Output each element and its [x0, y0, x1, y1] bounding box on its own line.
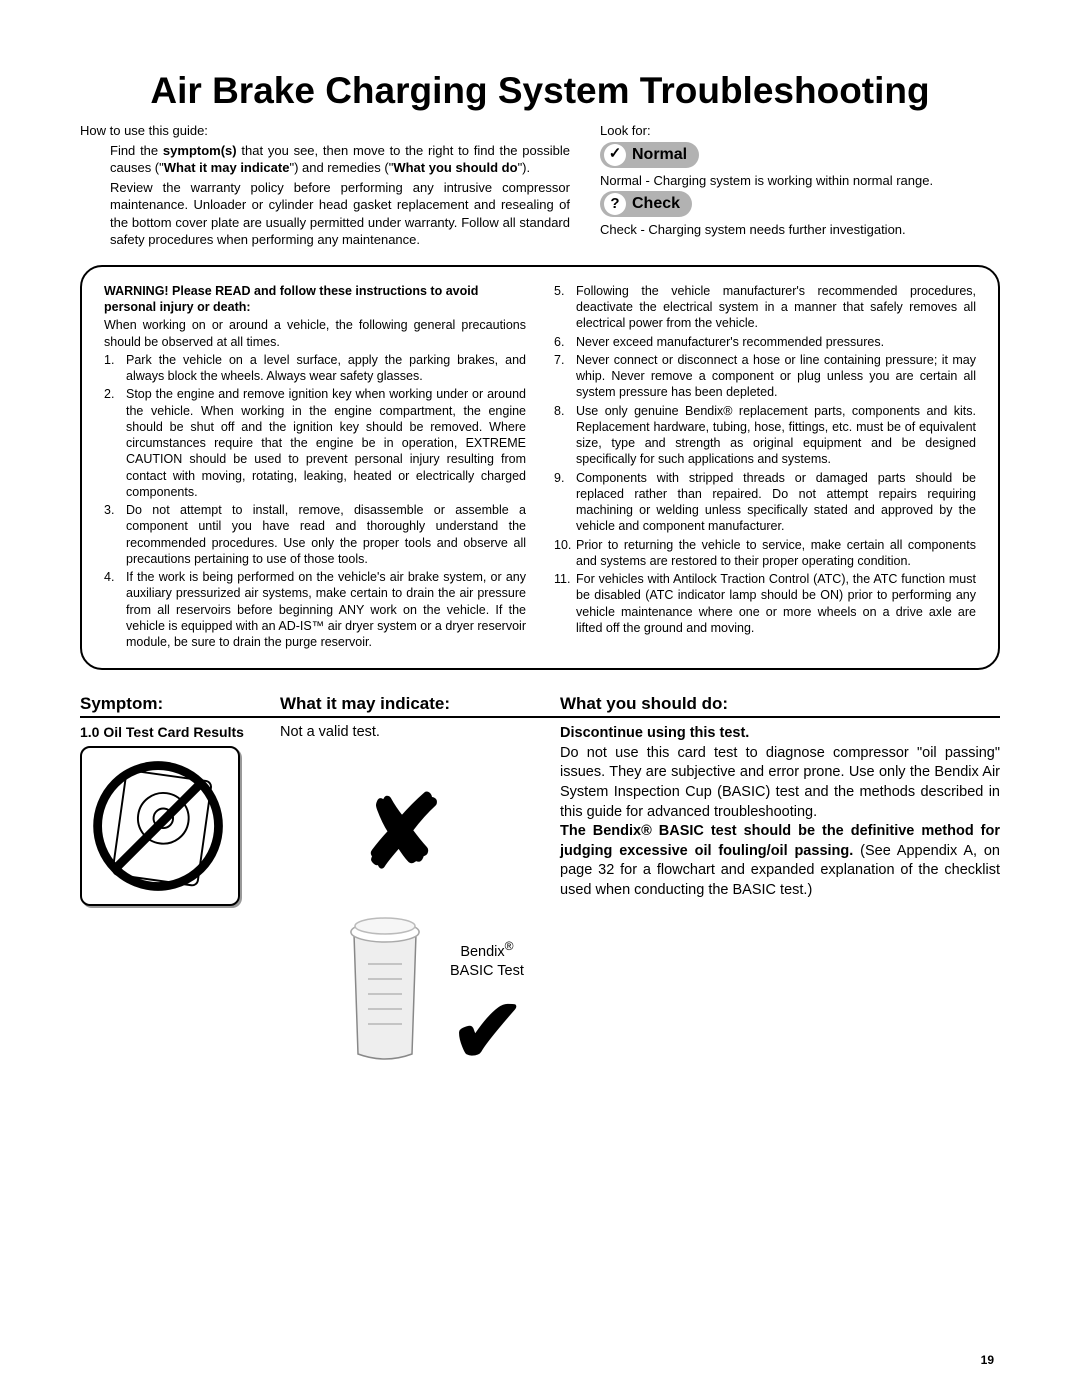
warn-text: Park the vehicle on a level surface, app…: [126, 352, 526, 385]
warn-item: 2.Stop the engine and remove ignition ke…: [104, 386, 526, 500]
cell-indicate: Not a valid test. ✘ Bendix®BASIC Test ✔: [280, 724, 560, 906]
warn-num: 11.: [554, 571, 576, 636]
warn-item: 8.Use only genuine Bendix® replacement p…: [554, 403, 976, 468]
t: symptom(s): [163, 143, 237, 158]
warn-num: 9.: [554, 470, 576, 535]
do-b1: Discontinue using this test.: [560, 725, 749, 741]
warn-text: Do not attempt to install, remove, disas…: [126, 502, 526, 567]
bendix-label: Bendix®BASIC Test: [450, 939, 524, 981]
howto-label: How to use this guide:: [80, 122, 570, 140]
lookfor-label: Look for:: [600, 122, 1000, 140]
x-icon: ✘: [360, 774, 444, 891]
intro-section: How to use this guide: Find the symptom(…: [80, 122, 1000, 251]
warn-item: 9.Components with stripped threads or da…: [554, 470, 976, 535]
warn-item: 6.Never exceed manufacturer's recommende…: [554, 334, 976, 350]
warn-text: Following the vehicle manufacturer's rec…: [576, 283, 976, 332]
do-p1: Do not use this card test to diagnose co…: [560, 745, 1000, 820]
th-indicate: What it may indicate:: [280, 694, 560, 714]
check-icon: ✔: [450, 979, 525, 1084]
warn-item: 5.Following the vehicle manufacturer's r…: [554, 283, 976, 332]
symptom-text: 1.0 Oil Test Card Results: [80, 724, 244, 740]
normal-label: Normal: [632, 144, 687, 166]
warn-item: 4.If the work is being performed on the …: [104, 569, 526, 650]
warn-text: Use only genuine Bendix® replacement par…: [576, 403, 976, 468]
warn-text: For vehicles with Antilock Traction Cont…: [576, 571, 976, 636]
t: What you should do: [393, 160, 517, 175]
no-card-icon: [80, 746, 240, 906]
warn-num: 3.: [104, 502, 126, 567]
warn-item: 10.Prior to returning the vehicle to ser…: [554, 537, 976, 570]
question-icon: ?: [604, 193, 626, 215]
warn-pre: When working on or around a vehicle, the…: [104, 317, 526, 350]
warn-item: 11.For vehicles with Antilock Traction C…: [554, 571, 976, 636]
warn-num: 2.: [104, 386, 126, 500]
warn-item: 3.Do not attempt to install, remove, dis…: [104, 502, 526, 567]
normal-text: Normal - Charging system is working with…: [600, 172, 1000, 190]
warn-num: 10.: [554, 537, 576, 570]
check-icon: ✓: [604, 144, 626, 166]
warn-text: Never connect or disconnect a hose or li…: [576, 352, 976, 401]
th-symptom: Symptom:: [80, 694, 280, 714]
th-do: What you should do:: [560, 694, 1000, 714]
warn-text: Prior to returning the vehicle to servic…: [576, 537, 976, 570]
warn-num: 6.: [554, 334, 576, 350]
t: ") and remedies (": [289, 160, 393, 175]
cup-icon: [340, 914, 430, 1064]
t: What it may indicate: [164, 160, 290, 175]
warn-text: Never exceed manufacturer's recommended …: [576, 334, 976, 350]
warn-col-right: 5.Following the vehicle manufacturer's r…: [554, 283, 976, 653]
check-badge: ? Check: [600, 191, 692, 217]
warn-num: 7.: [554, 352, 576, 401]
check-text: Check - Charging system needs further in…: [600, 221, 1000, 239]
cell-do: Discontinue using this test. Do not use …: [560, 724, 1000, 906]
warn-header: WARNING! Please READ and follow these in…: [104, 283, 526, 316]
warn-col-left: WARNING! Please READ and follow these in…: [104, 283, 526, 653]
warning-box: WARNING! Please READ and follow these in…: [80, 265, 1000, 671]
warn-num: 1.: [104, 352, 126, 385]
warn-num: 5.: [554, 283, 576, 332]
indicate-text: Not a valid test.: [280, 724, 380, 740]
page-number: 19: [981, 1353, 994, 1367]
normal-badge: ✓ Normal: [600, 142, 699, 168]
warn-item: 7.Never connect or disconnect a hose or …: [554, 352, 976, 401]
t: ").: [518, 160, 531, 175]
warn-num: 4.: [104, 569, 126, 650]
warn-item: 1.Park the vehicle on a level surface, a…: [104, 352, 526, 385]
intro-right: Look for: ✓ Normal Normal - Charging sys…: [600, 122, 1000, 251]
t: Find the: [110, 143, 163, 158]
cell-symptom: 1.0 Oil Test Card Results: [80, 724, 280, 906]
intro-para-1: Find the symptom(s) that you see, then m…: [80, 142, 570, 177]
warn-text: Stop the engine and remove ignition key …: [126, 386, 526, 500]
intro-para-2: Review the warranty policy before perfor…: [80, 179, 570, 249]
warn-text: If the work is being performed on the ve…: [126, 569, 526, 650]
warn-num: 8.: [554, 403, 576, 468]
table-row: 1.0 Oil Test Card Results Not a valid te…: [80, 724, 1000, 906]
page-title: Air Brake Charging System Troubleshootin…: [80, 70, 1000, 112]
intro-left: How to use this guide: Find the symptom(…: [80, 122, 570, 251]
table-header: Symptom: What it may indicate: What you …: [80, 694, 1000, 718]
warn-text: Components with stripped threads or dama…: [576, 470, 976, 535]
check-label: Check: [632, 193, 680, 215]
